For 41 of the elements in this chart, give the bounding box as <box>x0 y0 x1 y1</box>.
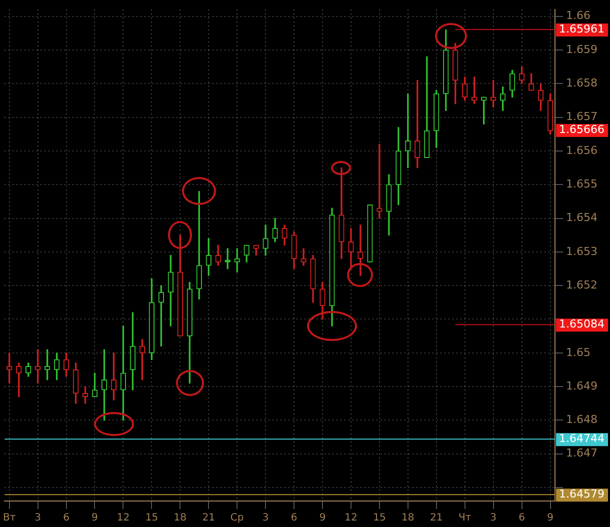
x-tick-label: 3 <box>490 512 497 524</box>
y-tick-label: 1.657 <box>566 110 598 124</box>
candlestick <box>358 224 364 276</box>
x-tick-label: 6 <box>290 512 298 524</box>
x-tick-label: 3 <box>262 512 269 524</box>
x-tick-label: 3 <box>34 512 41 524</box>
x-tick-label: Чт <box>458 512 472 524</box>
x-tick-label: 12 <box>116 512 130 524</box>
x-tick-label: 15 <box>373 512 386 524</box>
x-tick-label: 21 <box>202 512 215 524</box>
x-tick-label: 6 <box>63 512 70 524</box>
x-tick-label: 9 <box>319 512 326 524</box>
ref-line-label: 1.65084 <box>559 317 604 330</box>
y-tick-label: 1.656 <box>566 144 598 157</box>
x-tick-label: 6 <box>518 512 525 524</box>
y-tick-label: 1.648 <box>566 413 598 426</box>
y-tick-label: 1.66 <box>566 9 590 22</box>
y-tick-label: 1.658 <box>566 76 598 90</box>
y-tick-label: 1.649 <box>566 379 598 392</box>
x-tick-label: 18 <box>402 512 414 524</box>
ref-line-label: 1.64744 <box>559 432 604 445</box>
x-tick-label: 15 <box>145 512 158 524</box>
x-tick-label: Ср <box>230 512 244 524</box>
x-tick-label: 18 <box>174 512 187 524</box>
x-tick-label: 21 <box>430 512 443 524</box>
ref-line-label: 1.64579 <box>559 487 604 500</box>
y-tick-label: 1.659 <box>566 42 598 56</box>
x-tick-label: Вт <box>3 512 16 524</box>
y-tick-label: 1.653 <box>566 244 598 258</box>
y-tick-label: 1.655 <box>566 177 598 190</box>
y-tick-label: 1.647 <box>566 446 598 460</box>
y-tick-label: 1.65 <box>566 346 590 359</box>
x-tick-label: 9 <box>92 512 98 524</box>
ref-line-label: 1.65961 <box>559 22 604 36</box>
text: 1.65666 <box>559 122 604 136</box>
y-tick-label: 1.654 <box>566 211 598 224</box>
x-tick-label: 12 <box>344 512 358 524</box>
candlestick <box>300 248 306 266</box>
x-tick-label: 9 <box>547 512 554 524</box>
y-tick-label: 1.652 <box>566 278 598 292</box>
candlestick <box>376 144 382 219</box>
